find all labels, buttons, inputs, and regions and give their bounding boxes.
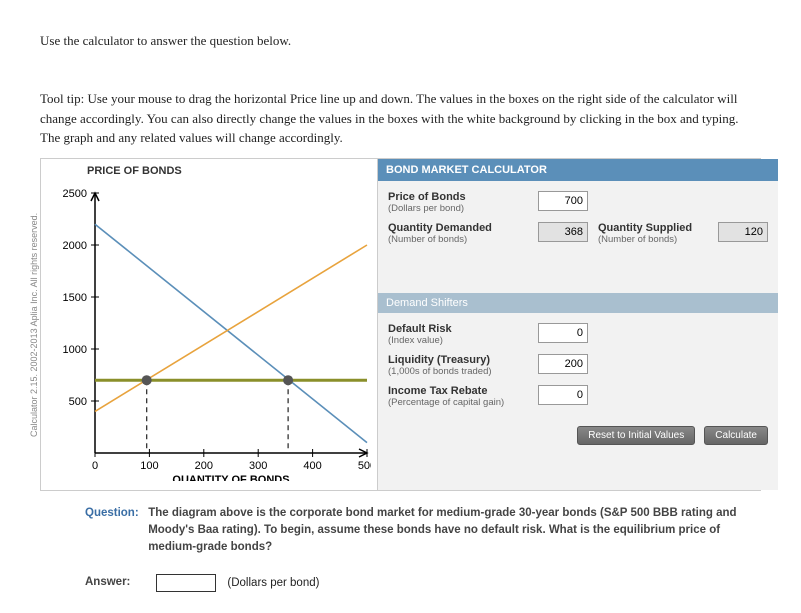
qd-sub: (Number of bonds) bbox=[388, 234, 528, 245]
default-risk-label: Default Risk bbox=[388, 323, 528, 335]
qd-value bbox=[538, 222, 588, 242]
qd-label: Quantity Demanded bbox=[388, 222, 528, 234]
price-input[interactable] bbox=[538, 191, 588, 211]
svg-text:2000: 2000 bbox=[63, 240, 87, 252]
svg-text:500: 500 bbox=[358, 460, 371, 472]
svg-text:2500: 2500 bbox=[63, 188, 87, 200]
qs-sub: (Number of bonds) bbox=[598, 234, 708, 245]
copyright-text: Calculator 2.15. 2002-2013 Aplia Inc. Al… bbox=[27, 159, 41, 490]
answer-unit: (Dollars per bond) bbox=[227, 577, 319, 589]
calculate-button[interactable]: Calculate bbox=[704, 426, 768, 445]
intro-text: Use the calculator to answer the questio… bbox=[40, 33, 761, 49]
chart-panel: PRICE OF BONDS 500 1000 1500 2000 2500 0 100 20… bbox=[41, 159, 377, 490]
tax-rebate-label: Income Tax Rebate bbox=[388, 385, 528, 397]
bond-chart[interactable]: 500 1000 1500 2000 2500 0 100 200 300 400 500 QUANT… bbox=[51, 181, 371, 481]
svg-text:400: 400 bbox=[303, 460, 321, 472]
svg-text:1000: 1000 bbox=[63, 344, 87, 356]
qs-value bbox=[718, 222, 768, 242]
price-label: Price of Bonds bbox=[388, 191, 528, 203]
svg-text:QUANTITY OF BONDS: QUANTITY OF BONDS bbox=[172, 474, 289, 481]
svg-text:1500: 1500 bbox=[63, 292, 87, 304]
default-risk-sub: (Index value) bbox=[388, 335, 528, 346]
svg-text:0: 0 bbox=[92, 460, 98, 472]
svg-text:100: 100 bbox=[140, 460, 158, 472]
question-label: Question: bbox=[85, 505, 145, 522]
price-sub: (Dollars per bond) bbox=[388, 203, 528, 214]
chart-y-title: PRICE OF BONDS bbox=[87, 165, 371, 177]
svg-text:300: 300 bbox=[249, 460, 267, 472]
calculator-container: Calculator 2.15. 2002-2013 Aplia Inc. Al… bbox=[40, 158, 761, 491]
tooltip-text: Tool tip: Use your mouse to drag the hor… bbox=[40, 89, 761, 148]
calc-header: BOND MARKET CALCULATOR bbox=[378, 159, 778, 181]
liquidity-label: Liquidity (Treasury) bbox=[388, 354, 528, 366]
question-text: The diagram above is the corporate bond … bbox=[148, 505, 744, 557]
calculator-panel: BOND MARKET CALCULATOR Price of Bonds (D… bbox=[377, 159, 778, 490]
liquidity-sub: (1,000s of bonds traded) bbox=[388, 366, 528, 377]
shifters-header: Demand Shifters bbox=[378, 293, 778, 313]
reset-button[interactable]: Reset to Initial Values bbox=[577, 426, 695, 445]
tax-rebate-input[interactable] bbox=[538, 385, 588, 405]
tax-rebate-sub: (Percentage of capital gain) bbox=[388, 397, 528, 408]
default-risk-input[interactable] bbox=[538, 323, 588, 343]
answer-input[interactable] bbox=[156, 574, 216, 592]
svg-text:200: 200 bbox=[195, 460, 213, 472]
question-block: Question: The diagram above is the corpo… bbox=[40, 505, 761, 593]
svg-text:500: 500 bbox=[69, 396, 87, 408]
liquidity-input[interactable] bbox=[538, 354, 588, 374]
qs-label: Quantity Supplied bbox=[598, 222, 708, 234]
answer-label: Answer: bbox=[85, 574, 145, 591]
